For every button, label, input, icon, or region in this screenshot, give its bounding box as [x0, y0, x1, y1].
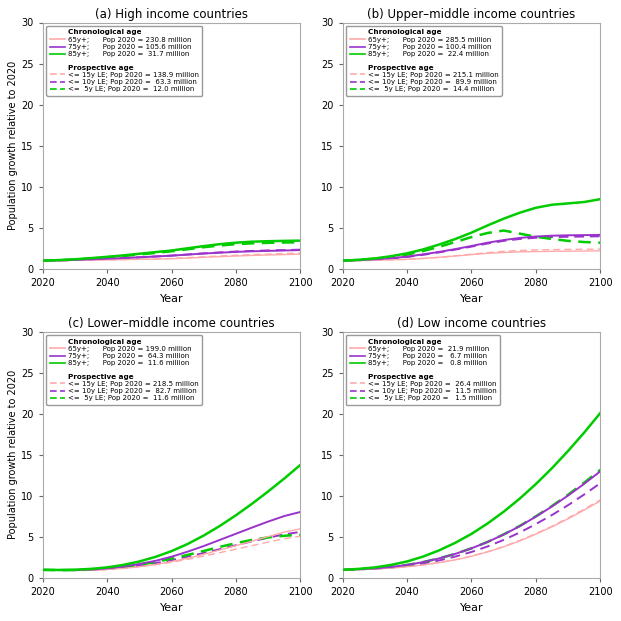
X-axis label: Year: Year — [460, 602, 483, 613]
Title: (d) Low income countries: (d) Low income countries — [397, 317, 546, 330]
Y-axis label: Population growth relative to 2020: Population growth relative to 2020 — [8, 61, 19, 230]
X-axis label: Year: Year — [460, 294, 483, 304]
Legend: Chronological age, 65y+;      Pop 2020 =  21.9 million, 75y+;      Pop 2020 =   : Chronological age, 65y+; Pop 2020 = 21.9… — [346, 335, 500, 405]
X-axis label: Year: Year — [160, 294, 183, 304]
Legend: Chronological age, 65y+;      Pop 2020 = 199.0 million, 75y+;      Pop 2020 =  6: Chronological age, 65y+; Pop 2020 = 199.… — [46, 335, 202, 405]
Y-axis label: Population growth relative to 2020: Population growth relative to 2020 — [8, 370, 19, 540]
Legend: Chronological age, 65y+;      Pop 2020 = 230.8 million, 75y+;      Pop 2020 = 10: Chronological age, 65y+; Pop 2020 = 230.… — [46, 26, 202, 96]
Title: (b) Upper–middle income countries: (b) Upper–middle income countries — [368, 8, 576, 21]
Legend: Chronological age, 65y+;      Pop 2020 = 285.5 million, 75y+;      Pop 2020 = 10: Chronological age, 65y+; Pop 2020 = 285.… — [346, 26, 502, 96]
X-axis label: Year: Year — [160, 602, 183, 613]
Title: (c) Lower–middle income countries: (c) Lower–middle income countries — [68, 317, 275, 330]
Title: (a) High income countries: (a) High income countries — [95, 8, 248, 21]
